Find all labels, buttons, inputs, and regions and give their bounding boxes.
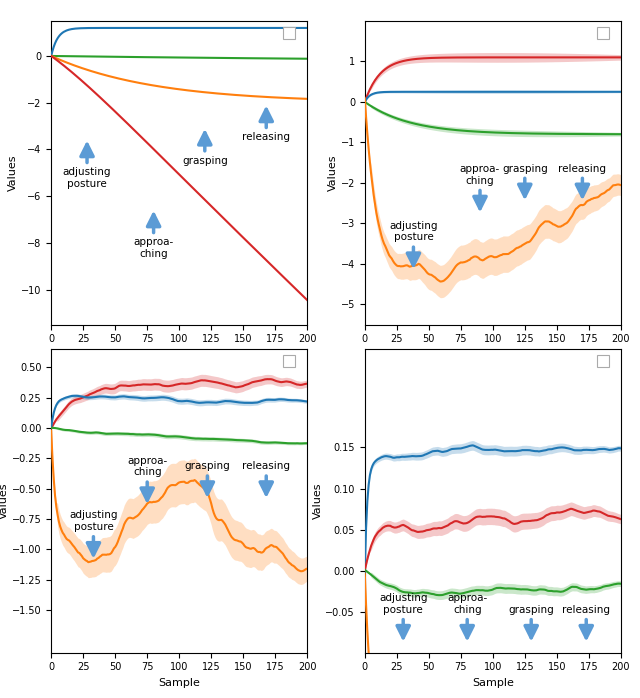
Y-axis label: Values: Values — [313, 482, 323, 519]
Y-axis label: Values: Values — [8, 154, 19, 191]
Text: grasping: grasping — [508, 605, 554, 615]
Text: $A$=diag[0.5, 0.2, 0.08, 0.032]: $A$=diag[0.5, 0.2, 0.08, 0.032] — [400, 385, 586, 402]
Text: releasing: releasing — [243, 133, 291, 142]
Text: releasing: releasing — [558, 163, 607, 174]
Text: adjusting
posture: adjusting posture — [389, 221, 438, 242]
Text: approa-
ching: approa- ching — [447, 593, 487, 615]
Text: releasing: releasing — [563, 605, 611, 615]
X-axis label: Sample: Sample — [158, 678, 200, 688]
Text: grasping: grasping — [182, 156, 228, 165]
Text: approa-
ching: approa- ching — [127, 456, 167, 477]
X-axis label: Sample: Sample — [472, 678, 514, 688]
Text: grasping: grasping — [184, 461, 230, 471]
Text: $A$=diag[0.1, 0.04, 0.016, 0.0064]: $A$=diag[0.1, 0.04, 0.016, 0.0064] — [74, 385, 284, 402]
Y-axis label: Values: Values — [328, 154, 338, 191]
Text: adjusting
posture: adjusting posture — [63, 168, 111, 189]
Text: releasing: releasing — [243, 461, 291, 471]
Text: approa-
ching: approa- ching — [460, 164, 500, 186]
Text: adjusting
posture: adjusting posture — [379, 593, 428, 615]
Text: approa-
ching: approa- ching — [134, 237, 173, 259]
X-axis label: Sample: Sample — [158, 350, 200, 360]
X-axis label: Sample: Sample — [472, 350, 514, 360]
Text: grasping: grasping — [502, 163, 548, 174]
Text: adjusting
posture: adjusting posture — [69, 510, 118, 532]
Y-axis label: Values: Values — [0, 482, 9, 519]
